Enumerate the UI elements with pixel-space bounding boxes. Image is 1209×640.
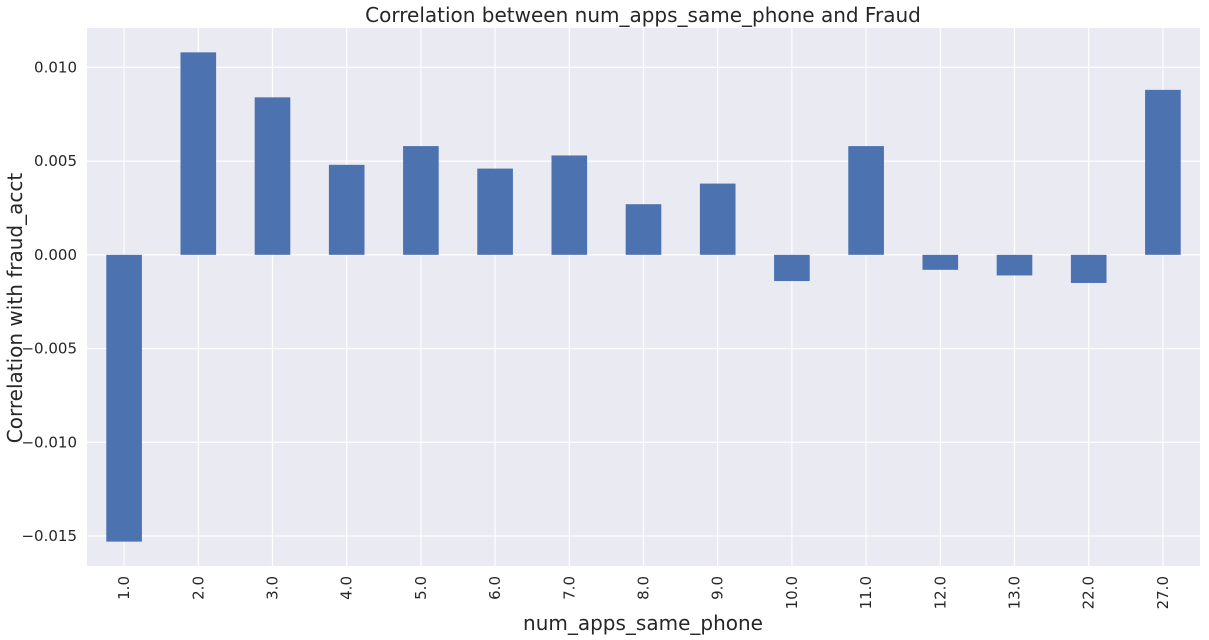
bar-5.0 xyxy=(403,146,439,255)
bar-4.0 xyxy=(328,164,365,255)
y-tick-label: 0.005 xyxy=(34,152,77,170)
bar-13.0 xyxy=(996,254,1033,276)
x-tick-label: 1.0 xyxy=(115,576,133,600)
bar-8.0 xyxy=(625,204,662,255)
x-tick-label: 9.0 xyxy=(709,576,727,600)
bars xyxy=(106,52,1181,542)
bar-27.0 xyxy=(1145,89,1181,255)
y-axis-title: Correlation with fraud_acct xyxy=(3,173,27,444)
bar-1.0 xyxy=(106,254,142,542)
x-tick-label: 3.0 xyxy=(264,576,282,600)
y-tick-label: −0.010 xyxy=(21,433,77,451)
x-axis-title: num_apps_same_phone xyxy=(523,611,763,635)
y-tick-label: 0.000 xyxy=(34,246,77,264)
x-tick-label: 22.0 xyxy=(1080,576,1098,609)
x-tick-label: 7.0 xyxy=(560,576,578,600)
bar-22.0 xyxy=(1070,254,1107,283)
bar-9.0 xyxy=(699,183,736,255)
bar-3.0 xyxy=(254,97,291,255)
x-tick-label: 11.0 xyxy=(857,576,875,609)
bar-12.0 xyxy=(922,254,959,270)
x-tick-label: 27.0 xyxy=(1154,576,1172,609)
x-tick-label: 10.0 xyxy=(783,576,801,609)
bar-11.0 xyxy=(848,146,884,255)
bar-10.0 xyxy=(774,254,810,282)
x-tick-labels: 1.0 2.0 3.0 4.0 5.0 6.0 7.0 8.0 9.0 10.0 11.0 12.0 1… xyxy=(115,576,1172,609)
x-tick-label: 4.0 xyxy=(338,576,356,600)
bar-2.0 xyxy=(180,52,217,255)
x-tick-label: 13.0 xyxy=(1006,576,1024,609)
y-tick-label: 0.010 xyxy=(34,58,77,76)
x-tick-label: 8.0 xyxy=(635,576,653,600)
y-tick-label: −0.015 xyxy=(21,527,77,545)
y-tick-label: −0.005 xyxy=(21,340,77,358)
x-tick-label: 6.0 xyxy=(486,576,504,600)
y-tick-labels: 0.010 0.005 0.000 −0.005 −0.010 −0.015 xyxy=(21,58,77,545)
bar-7.0 xyxy=(551,155,588,255)
x-tick-label: 2.0 xyxy=(189,576,207,600)
chart-title: Correlation between num_apps_same_phone … xyxy=(365,3,921,27)
x-tick-label: 5.0 xyxy=(412,576,430,600)
bar-6.0 xyxy=(477,168,513,255)
x-tick-label: 12.0 xyxy=(931,576,949,609)
